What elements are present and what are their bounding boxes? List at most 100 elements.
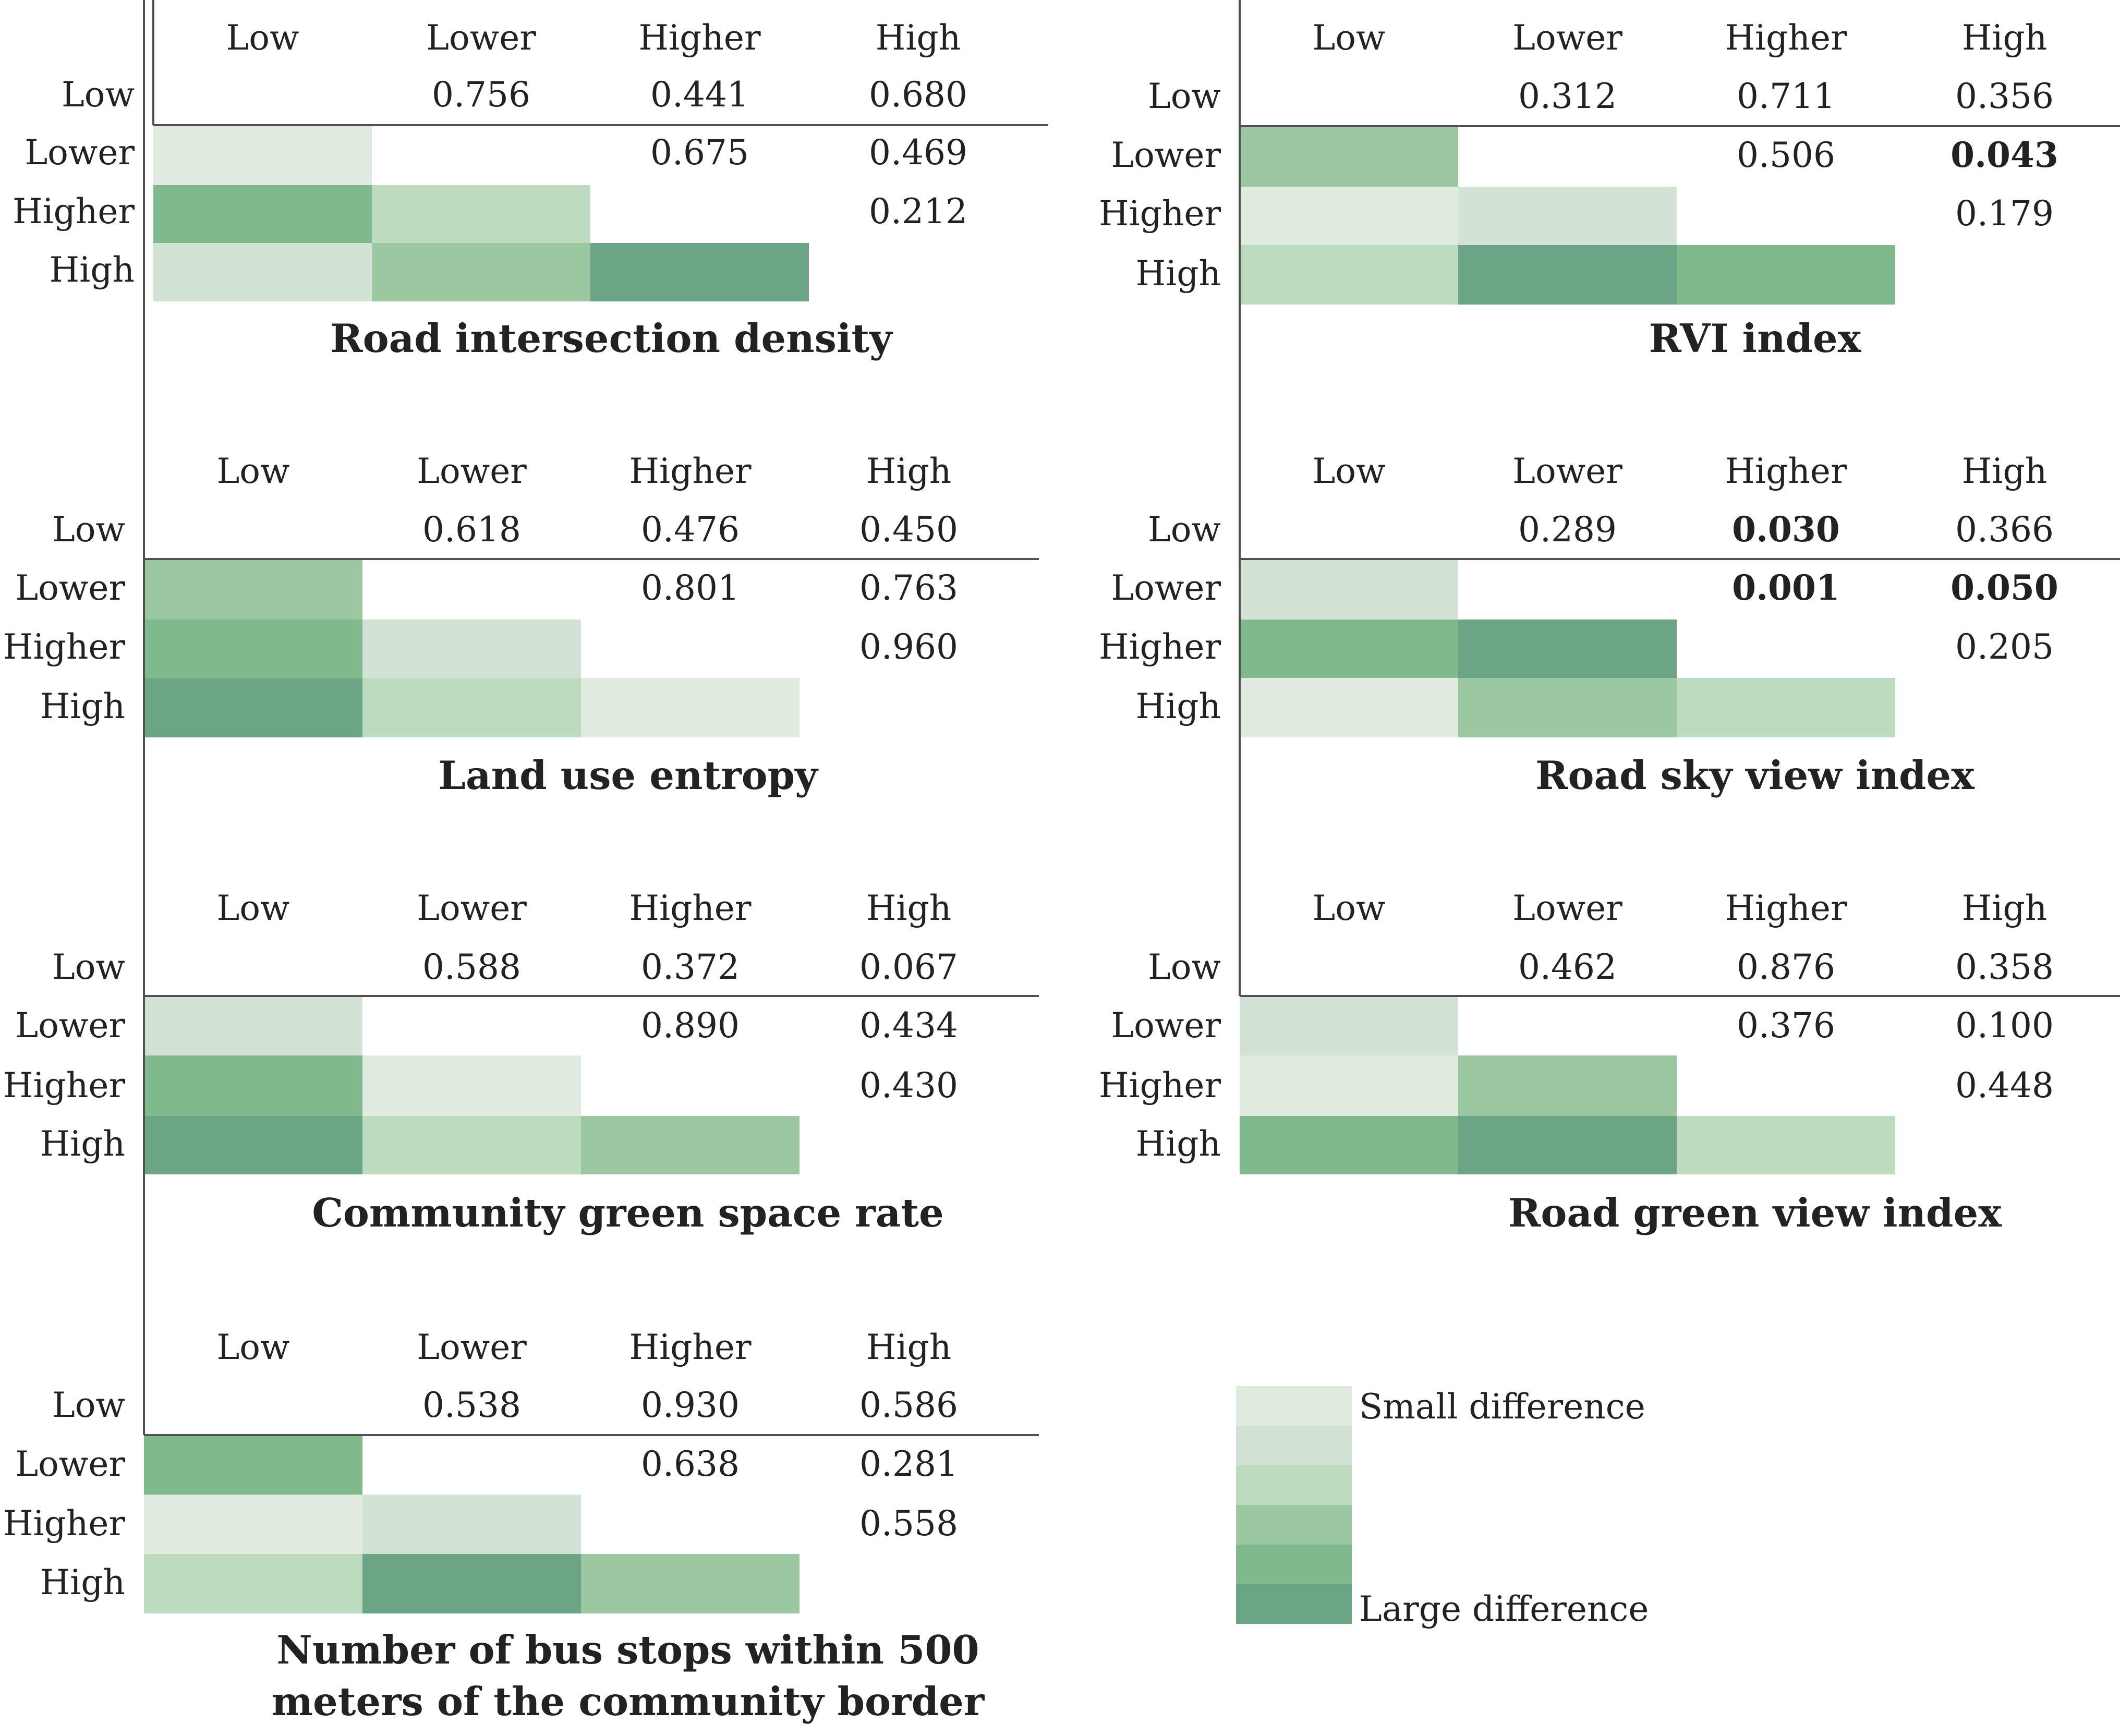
col-header-lower: Lower [417, 451, 527, 491]
panel-land-use-entropy: Low Lower Higher High Low Lower Higher High 0.61… [3, 0, 1039, 798]
p-value-higher-high: 0.430 [859, 1065, 958, 1106]
p-value-low-higher: 0.030 [1732, 509, 1840, 550]
p-value-low-higher: 0.476 [641, 509, 740, 550]
cell-lower-vs-low [144, 996, 362, 1055]
p-value-low-high: 0.450 [859, 509, 958, 550]
row-header-high: High [1136, 253, 1221, 294]
p-value-low-lower: 0.462 [1518, 947, 1617, 987]
col-header-lower: Lower [417, 888, 527, 928]
p-value-higher-high: 0.179 [1955, 193, 2054, 234]
col-header-high: High [1962, 888, 2047, 928]
p-value-low-lower: 0.312 [1518, 76, 1617, 116]
legend-swatch-4 [1236, 1545, 1352, 1584]
p-value-lower-high: 0.043 [1951, 135, 2058, 175]
p-value-lower-higher: 0.801 [641, 568, 740, 608]
p-value-low-higher: 0.876 [1737, 947, 1835, 987]
legend-swatch-1 [1236, 1426, 1352, 1465]
col-header-lower: Lower [1512, 451, 1622, 491]
p-value-low-high: 0.366 [1955, 509, 2054, 550]
col-header-lower: Lower [426, 18, 536, 58]
panel-title: Land use entropy [438, 752, 819, 798]
cell-high-vs-low [144, 1116, 362, 1174]
cell-lower-vs-low [1240, 126, 1458, 187]
cell-high-vs-higher [1677, 678, 1895, 737]
cell-high-vs-low [144, 1554, 362, 1613]
panel-title: Road green view index [1508, 1190, 2002, 1236]
row-header-lower: Lower [1111, 135, 1221, 175]
row-header-higher: Higher [13, 191, 135, 232]
row-header-low: Low [62, 75, 135, 115]
panel-title: Road intersection density [330, 315, 893, 361]
cell-higher-vs-low [144, 1055, 362, 1116]
p-value-low-lower: 0.588 [422, 947, 521, 987]
cell-lower-vs-low [153, 125, 372, 185]
row-header-lower: Lower [1111, 1005, 1221, 1046]
cell-high-vs-higher [1677, 1116, 1895, 1174]
row-header-low: Low [52, 509, 125, 550]
p-value-low-lower: 0.756 [432, 75, 530, 115]
p-value-higher-high: 0.558 [859, 1503, 958, 1544]
p-value-lower-high: 0.469 [869, 132, 967, 173]
col-header-high: High [866, 888, 951, 928]
p-value-low-higher: 0.711 [1737, 76, 1835, 116]
col-header-low: Low [1312, 451, 1385, 491]
col-header-lower: Lower [1512, 888, 1622, 928]
panel-rvi-index: Low Lower Higher High Low Lower Higher High 0.31… [1099, 0, 2120, 361]
legend-swatch-5 [1236, 1584, 1352, 1624]
p-value-lower-higher: 0.638 [641, 1444, 740, 1484]
legend-swatch-0 [1236, 1386, 1352, 1426]
cell-high-vs-lower [362, 1554, 581, 1613]
row-header-low: Low [52, 1385, 125, 1425]
cell-higher-vs-lower [1458, 620, 1677, 678]
p-value-low-lower: 0.538 [422, 1385, 521, 1425]
row-header-higher: Higher [1099, 1065, 1221, 1106]
col-header-high: High [876, 18, 961, 58]
legend-swatch-2 [1236, 1465, 1352, 1505]
cell-high-vs-higher [590, 243, 809, 301]
cell-lower-vs-low [144, 559, 362, 620]
cell-high-vs-lower [1458, 245, 1677, 305]
legend-swatch-3 [1236, 1505, 1352, 1545]
row-header-lower: Lower [15, 1444, 125, 1484]
p-value-lower-higher: 0.506 [1737, 135, 1835, 175]
panel-title-line2: meters of the community border [272, 1679, 985, 1725]
p-value-lower-higher: 0.675 [650, 132, 749, 173]
panel-title: Community green space rate [312, 1190, 944, 1236]
p-value-low-high: 0.356 [1955, 76, 2054, 116]
col-header-high: High [1962, 451, 2047, 491]
p-value-low-high: 0.680 [869, 75, 967, 115]
row-header-lower: Lower [15, 568, 125, 608]
col-header-low: Low [216, 1327, 289, 1367]
p-value-low-high: 0.067 [859, 947, 958, 987]
panels: Low Lower Higher High Low Lower Higher High 0.75… [3, 0, 2120, 1725]
row-header-higher: Higher [1099, 627, 1221, 667]
p-value-low-higher: 0.372 [641, 947, 740, 987]
row-header-high: High [40, 1124, 125, 1164]
cell-higher-vs-low [1240, 1055, 1458, 1116]
cell-lower-vs-low [1240, 559, 1458, 620]
panel-title: Road sky view index [1535, 752, 1975, 798]
panel-title: Number of bus stops within 500 [276, 1627, 979, 1673]
col-header-higher: Higher [638, 18, 760, 58]
p-value-higher-high: 0.205 [1955, 627, 2054, 667]
cell-higher-vs-low [1240, 620, 1458, 678]
p-value-lower-higher: 0.376 [1737, 1005, 1835, 1046]
row-header-high: High [40, 1562, 125, 1603]
cell-high-vs-higher [581, 1554, 799, 1613]
cell-higher-vs-lower [1458, 1055, 1677, 1116]
col-header-low: Low [216, 888, 289, 928]
p-value-higher-high: 0.212 [869, 191, 967, 232]
p-value-higher-high: 0.960 [859, 627, 958, 667]
panel-title: RVI index [1649, 315, 1862, 361]
p-value-low-high: 0.586 [859, 1385, 958, 1425]
cell-higher-vs-lower [372, 185, 590, 243]
cell-higher-vs-lower [362, 1495, 581, 1554]
cell-higher-vs-lower [362, 620, 581, 678]
row-header-low: Low [1148, 947, 1221, 987]
cell-high-vs-low [1240, 678, 1458, 737]
row-header-lower: Lower [25, 132, 135, 173]
row-header-higher: Higher [3, 1065, 125, 1106]
cell-lower-vs-low [144, 1435, 362, 1495]
col-header-low: Low [1312, 888, 1385, 928]
